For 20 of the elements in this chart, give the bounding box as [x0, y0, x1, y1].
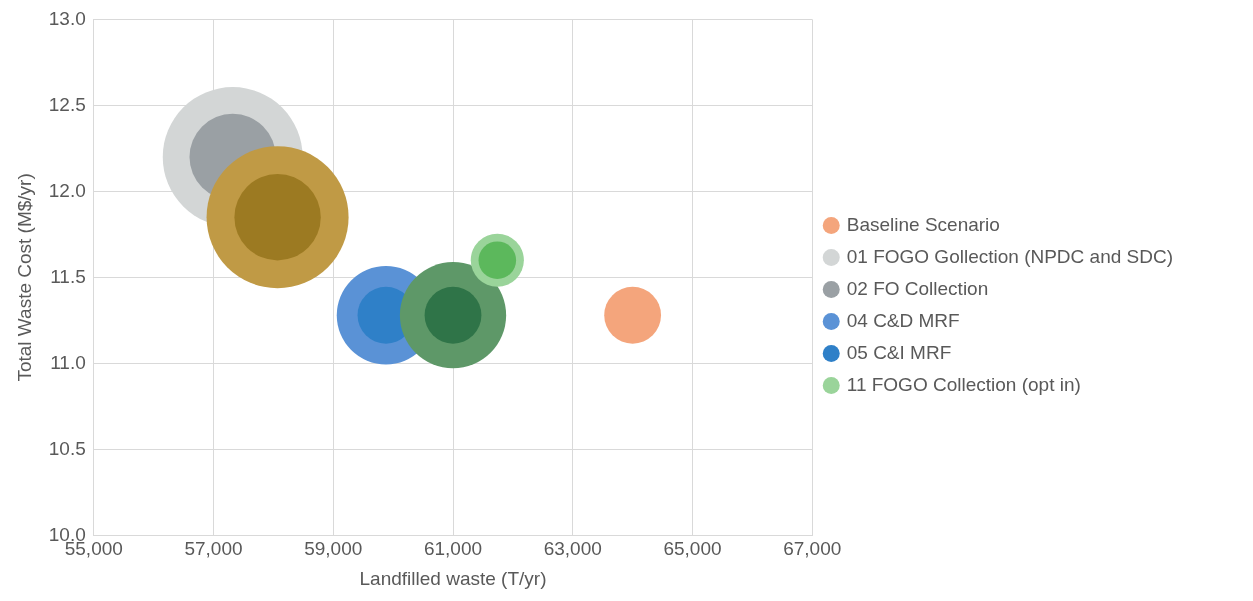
- legend-label: 05 C&I MRF: [846, 341, 952, 363]
- legend-label: Baseline Scenario: [846, 213, 1000, 235]
- x-tick-label: 67,000: [783, 538, 842, 560]
- y-tick-label: 12.0: [48, 179, 86, 201]
- legend-label: 01 FOGO Gollection (NPDC and SDC): [846, 245, 1173, 267]
- y-axis-title: Total Waste Cost (M$/yr): [13, 173, 35, 382]
- x-tick-label: 61,000: [423, 538, 483, 560]
- y-tick-label: 12.5: [48, 93, 86, 115]
- x-tick-label: 63,000: [543, 538, 602, 560]
- legend-label: 02 FO Collection: [846, 277, 989, 299]
- y-tick-label: 11.5: [50, 265, 86, 287]
- y-tick-label: 10.5: [48, 437, 86, 459]
- x-tick-label: 65,000: [663, 538, 722, 560]
- y-tick-label: 13.0: [48, 7, 86, 29]
- x-axis-title: Landfilled waste (T/yr): [359, 567, 547, 589]
- x-tick-label: 57,000: [184, 538, 243, 560]
- legend-label: 04 C&D MRF: [846, 309, 960, 331]
- y-tick-label: 11.0: [50, 351, 86, 373]
- legend-label: 11 FOGO Collection (opt in): [846, 373, 1081, 395]
- x-tick-label: 59,000: [304, 538, 363, 560]
